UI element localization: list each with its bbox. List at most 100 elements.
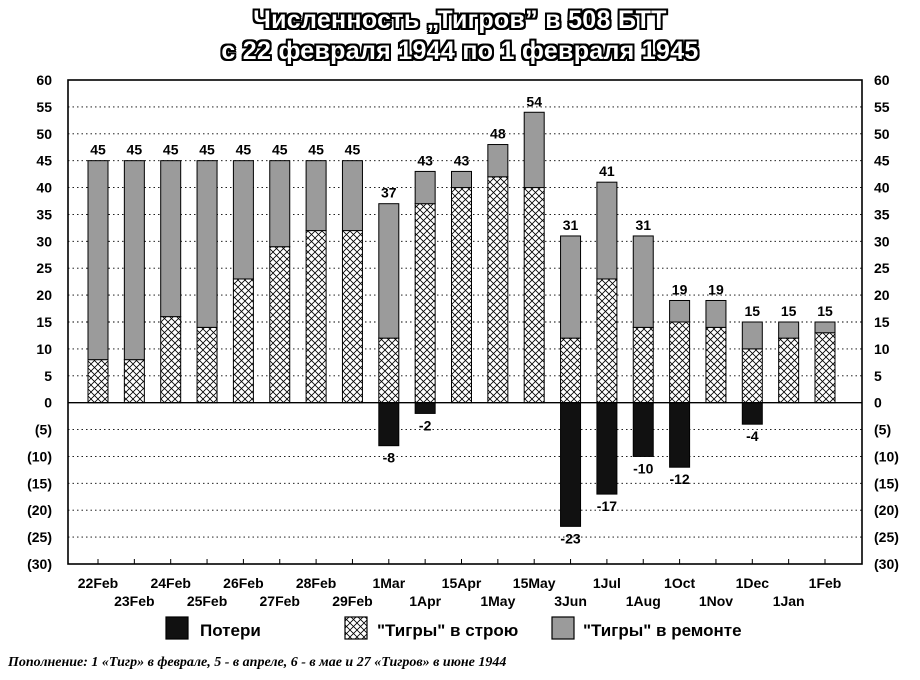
bar-in-repair — [123, 160, 145, 361]
x-tick-label: 22Feb — [78, 575, 118, 591]
loss-data-label: -17 — [597, 498, 617, 514]
y-tick-label-right: 0 — [874, 395, 882, 411]
bar-losses — [632, 402, 654, 457]
y-tick-label-right: (5) — [874, 422, 891, 438]
y-tick-label-left: 15 — [36, 314, 52, 330]
bar-operational — [669, 321, 691, 404]
y-tick-label-left: (30) — [27, 556, 52, 572]
bar-operational — [705, 326, 727, 404]
x-tick-label: 3Jun — [554, 593, 587, 609]
y-tick-label-right: (20) — [874, 502, 899, 518]
total-data-label: 45 — [163, 142, 179, 158]
x-tick-label: 1Oct — [664, 575, 695, 591]
bar-in-repair — [596, 181, 618, 280]
y-tick-label-left: 0 — [44, 395, 52, 411]
bar-operational — [160, 316, 182, 404]
chart-title-line-1: Численность „Тигров” в 508 БТТ — [253, 6, 667, 34]
y-tick-label-left: (25) — [27, 529, 52, 545]
y-tick-label-left: (10) — [27, 448, 52, 464]
total-data-label: 45 — [272, 142, 288, 158]
y-tick-label-left: 10 — [36, 341, 52, 357]
total-data-label: 19 — [708, 281, 724, 297]
legend-label-operational: "Тигры" в строю — [377, 621, 518, 640]
bar-operational — [378, 337, 400, 404]
x-tick-label: 15May — [513, 575, 556, 591]
total-data-label: 54 — [526, 93, 542, 109]
total-data-label: 45 — [199, 142, 215, 158]
x-tick-label: 1Nov — [699, 593, 733, 609]
bar-in-repair — [705, 299, 727, 328]
y-tick-label-right: 50 — [874, 126, 890, 142]
y-tick-label-left: 50 — [36, 126, 52, 142]
bar-in-repair — [814, 321, 836, 334]
y-tick-label-left: 20 — [36, 287, 52, 303]
bar-in-repair — [269, 160, 291, 248]
bar-in-repair — [741, 321, 763, 350]
bar-operational — [269, 246, 291, 404]
bar-in-repair — [160, 160, 182, 318]
loss-data-label: -10 — [633, 460, 653, 476]
x-tick-label: 1May — [480, 593, 515, 609]
y-tick-label-left: (20) — [27, 502, 52, 518]
x-tick-label: 23Feb — [114, 593, 154, 609]
y-tick-label-left: 25 — [36, 260, 52, 276]
x-tick-label: 1Aug — [626, 593, 661, 609]
loss-data-label: -2 — [419, 417, 432, 433]
y-tick-label-left: 30 — [36, 233, 52, 249]
loss-data-label: -4 — [746, 428, 759, 444]
y-tick-label-left: 35 — [36, 206, 52, 222]
y-tick-label-right: 60 — [874, 72, 890, 88]
bar-operational — [232, 278, 254, 404]
bar-operational — [741, 348, 763, 404]
bar-operational — [451, 187, 472, 404]
x-tick-label: 26Feb — [223, 575, 263, 591]
bar-in-repair — [632, 235, 654, 328]
y-tick-label-left: 45 — [36, 153, 52, 169]
bar-in-repair — [778, 321, 800, 339]
bar-losses — [596, 402, 618, 495]
bar-operational — [341, 230, 363, 404]
total-data-label: 48 — [490, 126, 506, 142]
bar-operational — [123, 359, 145, 404]
y-tick-label-right: (25) — [874, 529, 899, 545]
total-data-label: 19 — [672, 281, 688, 297]
x-tick-label: 1Dec — [736, 575, 770, 591]
total-data-label: 45 — [345, 142, 361, 158]
total-data-label: 41 — [599, 163, 615, 179]
x-tick-label: 1Jan — [773, 593, 805, 609]
y-tick-label-right: 25 — [874, 260, 890, 276]
x-tick-label: 27Feb — [260, 593, 300, 609]
bar-operational — [560, 337, 582, 404]
y-tick-label-right: 30 — [874, 233, 890, 249]
bar-operational — [596, 278, 618, 404]
y-tick-label-left: (15) — [27, 475, 52, 491]
bar-operational — [87, 359, 109, 404]
chart-title-line-2: с 22 февраля 1944 по 1 февраля 1945 — [221, 37, 699, 65]
x-tick-label: 28Feb — [296, 575, 336, 591]
stacked-bar-chart: 45 45 45 45 45 45 45 45 37 -8 43 -2 43 48 54 31 -23 41 -17… — [27, 72, 899, 640]
legend-label-losses: Потери — [200, 621, 261, 640]
total-data-label: 43 — [454, 152, 470, 168]
total-data-label: 15 — [781, 303, 797, 319]
bar-operational — [778, 337, 800, 404]
legend-swatch-losses — [165, 616, 189, 640]
bar-operational — [523, 187, 545, 404]
bar-in-repair — [87, 160, 109, 361]
bar-in-repair — [196, 160, 218, 328]
loss-data-label: -8 — [383, 450, 396, 466]
y-tick-label-right: (10) — [874, 448, 899, 464]
bar-in-repair — [451, 170, 472, 189]
x-tick-label: 15Apr — [442, 575, 482, 591]
y-tick-label-right: 35 — [874, 206, 890, 222]
bar-operational — [632, 326, 654, 404]
loss-data-label: -12 — [669, 471, 689, 487]
bar-losses — [560, 402, 582, 527]
bar-losses — [378, 402, 400, 447]
total-data-label: 31 — [635, 217, 651, 233]
x-tick-label: 29Feb — [332, 593, 372, 609]
total-data-label: 31 — [563, 217, 579, 233]
y-tick-label-right: 15 — [874, 314, 890, 330]
bar-losses — [669, 402, 691, 468]
bar-in-repair — [487, 144, 509, 178]
x-tick-label: 24Feb — [150, 575, 190, 591]
